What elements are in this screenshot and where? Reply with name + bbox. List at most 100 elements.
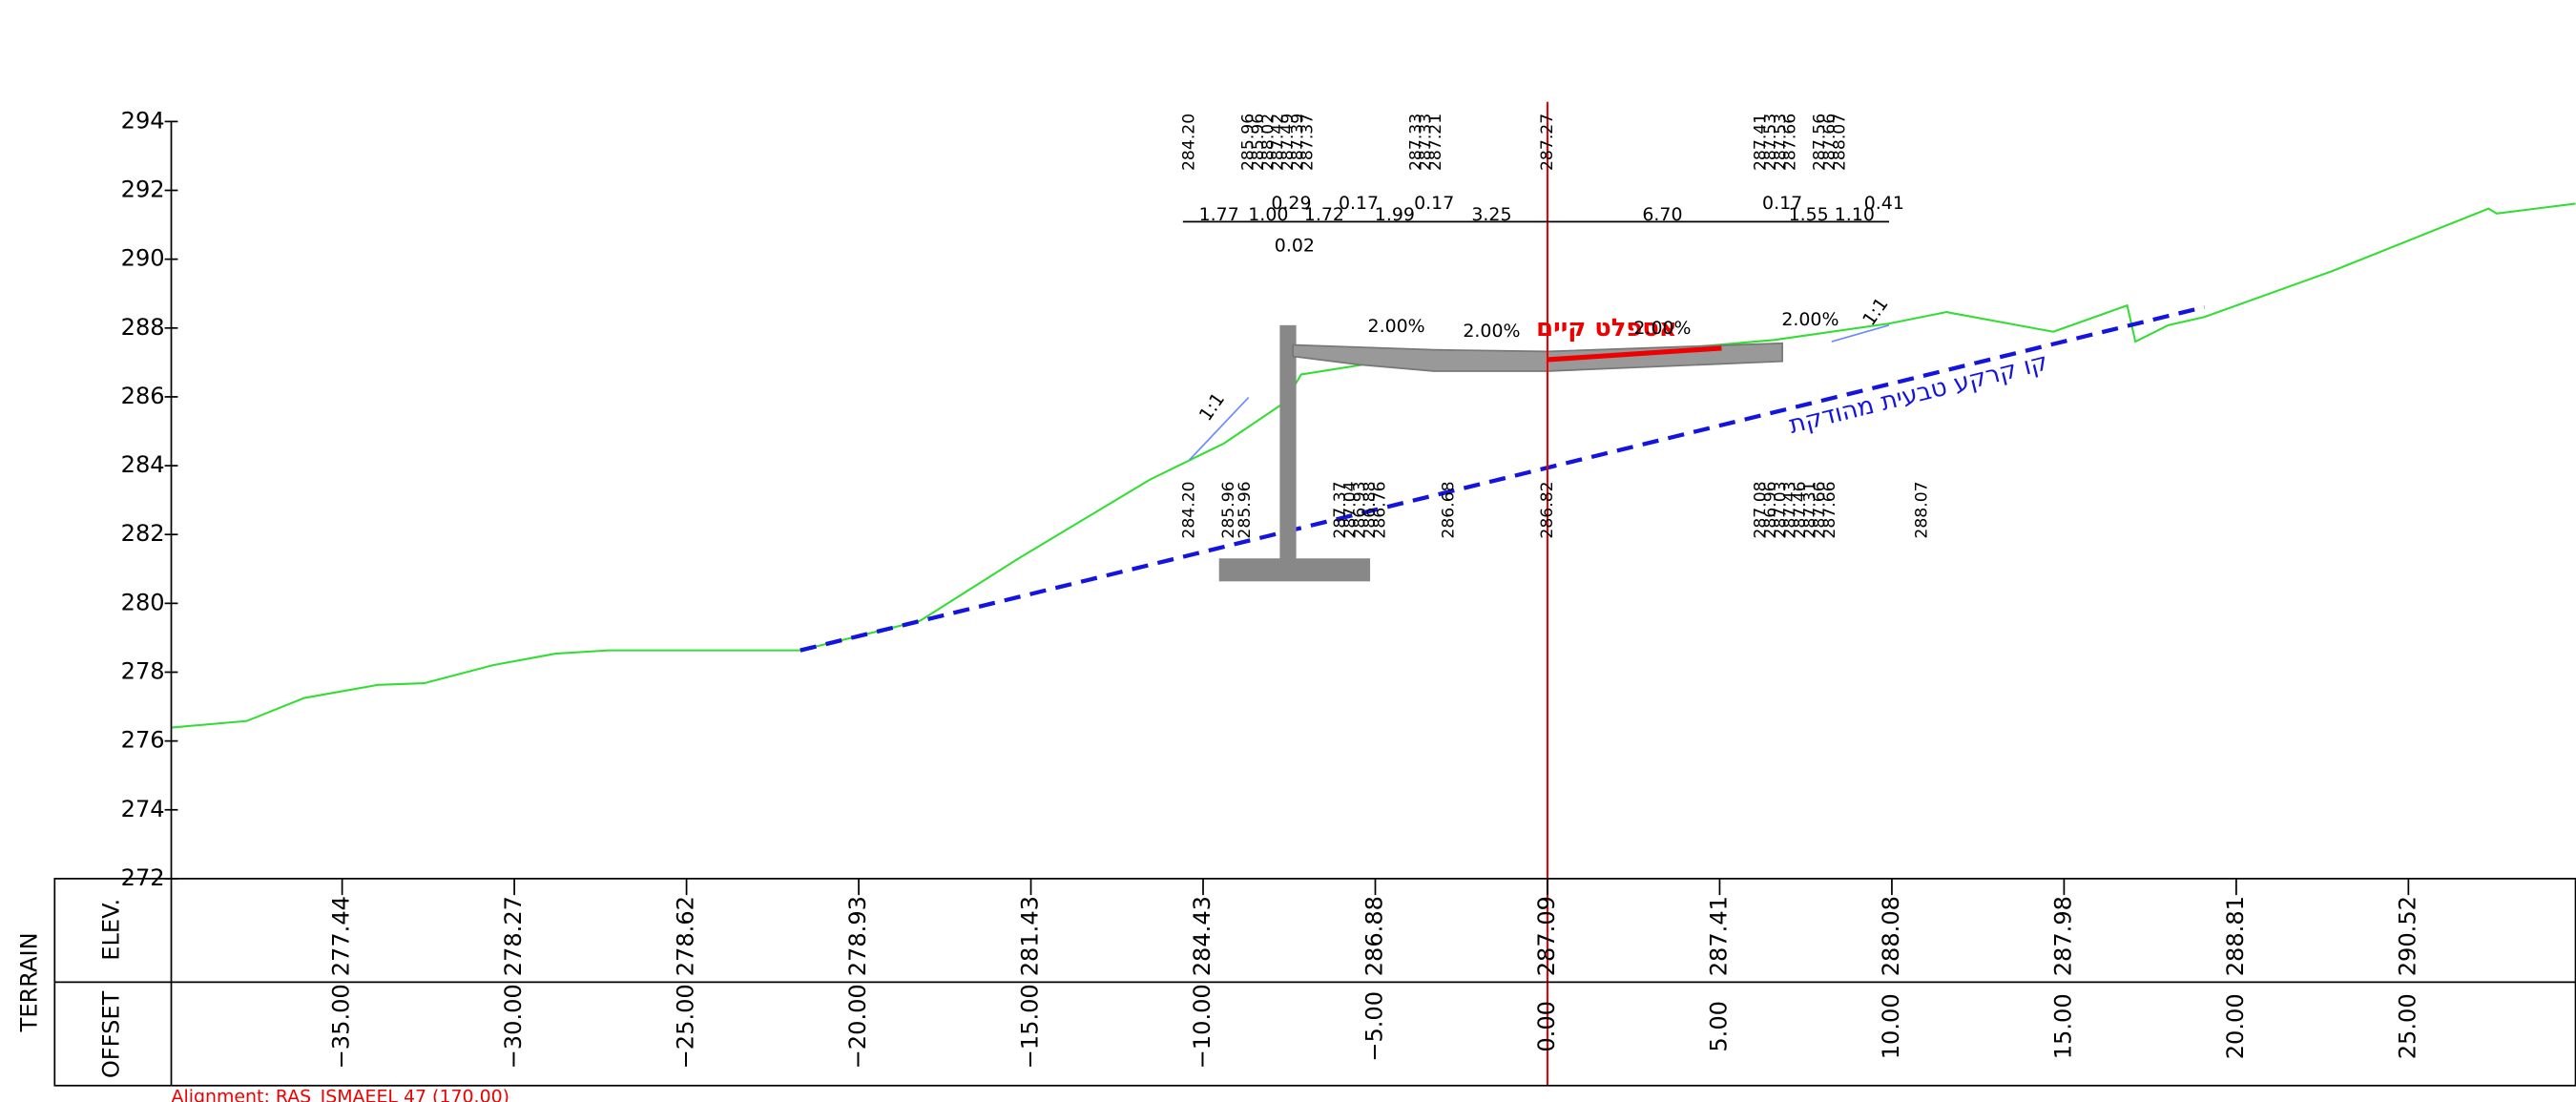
y-tick-label: 272	[121, 864, 165, 891]
top-elevation: 287.33	[1406, 114, 1425, 171]
y-tick-label: 280	[121, 589, 165, 615]
asphalt-label: אספלט קיים	[1536, 314, 1677, 343]
dimension: 1.55	[1789, 204, 1829, 225]
elevation-label: 287.98	[2049, 896, 2076, 976]
wall-footing	[1218, 558, 1371, 582]
dimension: 1.77	[1199, 204, 1239, 225]
terrain-line	[171, 202, 2576, 729]
bottom-elevation: 287.31	[1800, 481, 1819, 538]
slope-line	[1189, 396, 1250, 461]
bottom-elevation: 287.04	[1340, 481, 1360, 538]
top-elevation: 287.66	[1820, 114, 1839, 171]
top-elevation: 287.41	[1752, 114, 1771, 171]
bottom-elevation: 286.93	[1351, 481, 1370, 538]
bottom-elevation: 287.66	[1820, 481, 1839, 538]
row-label: ELEV.	[98, 899, 125, 961]
dimension: 3.25	[1471, 204, 1511, 225]
elevation-label: 287.41	[1705, 896, 1732, 976]
elevation-label: 281.43	[1017, 896, 1044, 976]
elevation-label: 278.27	[500, 896, 527, 976]
top-elevation: 287.39	[1288, 114, 1307, 171]
top-elevation: 287.66	[1781, 114, 1800, 171]
offset-label: 25.00	[2394, 993, 2420, 1059]
bottom-elevation: 285.96	[1236, 481, 1255, 538]
top-elevation: 287.42	[1269, 114, 1288, 171]
top-elevation: 287.27	[1538, 114, 1557, 171]
ground-line	[800, 304, 2206, 653]
elevation-label: 290.52	[2394, 896, 2420, 976]
slope-label: 1:1	[1195, 389, 1229, 426]
bottom-elevation: 287.66	[1811, 481, 1830, 538]
top-elevation: 287.37	[1298, 114, 1318, 171]
top-elevation: 287.53	[1761, 114, 1780, 171]
elevation-label: 278.62	[673, 896, 699, 976]
dimension: 1.99	[1375, 204, 1415, 225]
offset-label: −15.00	[1017, 984, 1044, 1069]
y-tick-label: 290	[121, 245, 165, 272]
dimension: 0.02	[1275, 236, 1315, 257]
elevation-label: 286.88	[1361, 896, 1387, 976]
bottom-elevation: 287.37	[1331, 481, 1350, 538]
footer: Alignment: RAS_ISMAEEL 47 (170.00)	[172, 1086, 510, 1102]
offset-label: 0.00	[1533, 1001, 1560, 1052]
offset-label: −30.00	[500, 984, 527, 1069]
slope-label: 2.00%	[1463, 321, 1520, 342]
top-elevation: 285.96	[1239, 114, 1258, 171]
table-title: TERRAIN	[15, 932, 42, 1032]
offset-label: 5.00	[1705, 1001, 1732, 1052]
y-tick-label: 284	[121, 451, 165, 478]
dimension: 0.17	[1762, 193, 1802, 214]
offset-label: 10.00	[1878, 993, 1904, 1059]
offset-label: −20.00	[844, 984, 871, 1069]
top-elevation: 287.53	[1771, 114, 1790, 171]
elevation-label: 288.08	[1878, 896, 1904, 976]
y-tick-label: 276	[121, 727, 165, 754]
dimension: 1.10	[1835, 204, 1875, 225]
y-tick-label: 288	[121, 314, 165, 341]
row-label: OFFSET	[98, 990, 125, 1078]
slope-label: 2.00%	[1781, 309, 1839, 330]
top-elevation: 287.33	[1417, 114, 1436, 171]
offset-label: −35.00	[328, 984, 355, 1069]
elevation-label: 278.93	[844, 896, 871, 976]
offset-label: −25.00	[673, 984, 699, 1069]
offset-label: 20.00	[2222, 993, 2249, 1059]
offset-label: −10.00	[1189, 984, 1215, 1069]
bottom-elevation: 287.08	[1752, 481, 1771, 538]
dimension: 0.17	[1414, 193, 1454, 214]
bottom-elevation: 286.96	[1761, 481, 1780, 538]
y-tick-label: 274	[121, 796, 165, 822]
bottom-elevation: 286.82	[1538, 481, 1557, 538]
bottom-elevation: 286.76	[1370, 481, 1389, 538]
top-elevation: 287.21	[1426, 114, 1445, 171]
top-elevation: 288.07	[1830, 114, 1849, 171]
offset-label: −5.00	[1361, 991, 1387, 1062]
dimension: 1.00	[1248, 204, 1288, 225]
dimension: 0.41	[1864, 193, 1904, 214]
bottom-elevation: 285.96	[1219, 481, 1238, 538]
ground-label: קו קרקע טבעית מהודקת	[1786, 347, 2051, 439]
y-tick-label: 292	[121, 177, 165, 203]
offset-label: 15.00	[2049, 993, 2076, 1059]
top-elevation: 285.96	[1249, 114, 1268, 171]
y-tick-label: 294	[121, 107, 165, 134]
dimension: 6.70	[1642, 204, 1682, 225]
elevation-label: 277.44	[328, 896, 355, 976]
bottom-elevation: 287.46	[1791, 481, 1810, 538]
bottom-elevation: 288.07	[1912, 481, 1931, 538]
slope-label: 2.00%	[1368, 316, 1425, 337]
dimension: 1.72	[1304, 204, 1344, 225]
slope-line	[1831, 323, 1890, 343]
bottom-elevation: 284.20	[1180, 481, 1199, 538]
elevation-label: 287.09	[1533, 896, 1560, 976]
dimension: 0.29	[1271, 193, 1311, 214]
dimension: 0.17	[1339, 193, 1379, 214]
bottom-elevation: 287.03	[1771, 481, 1790, 538]
y-tick-label: 286	[121, 383, 165, 409]
top-elevation: 284.20	[1180, 114, 1199, 171]
bottom-elevation: 287.43	[1781, 481, 1800, 538]
asphalt-line	[1547, 345, 1722, 363]
elevation-label: 284.43	[1189, 896, 1215, 976]
